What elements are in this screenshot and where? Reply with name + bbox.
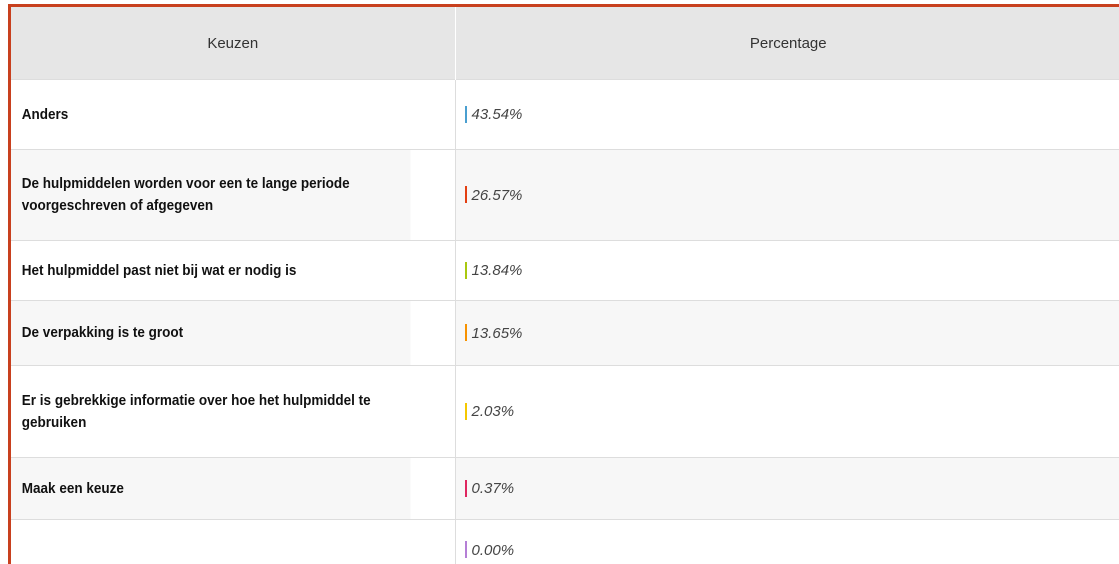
value-label: 43.54% [472, 106, 523, 123]
percentage-cell: 0.00% [455, 520, 1119, 564]
result-row: 0.00% [11, 520, 1119, 564]
choice-label: Er is gebrekkige informatie over hoe het… [11, 366, 411, 458]
choice-label: Anders [11, 80, 411, 150]
percentage-cell: 26.57% [455, 150, 1119, 241]
result-row: De verpakking is te groot 13.65% [11, 301, 1119, 366]
percentage-cell: 43.54% [455, 80, 1119, 150]
choice-label: Maak een keuze [11, 458, 411, 520]
value-label: 26.57% [472, 187, 523, 204]
column-header: Percentage [455, 7, 1119, 80]
bar [465, 480, 467, 497]
percentage-cell: 13.65% [455, 301, 1119, 366]
bar [465, 403, 467, 420]
results-table: Keuzen Percentage Anders 43.54% De hulpmid… [11, 7, 1119, 564]
percentage-cell: 0.37% [455, 458, 1119, 520]
value-label: 0.37% [472, 480, 515, 497]
bar [465, 262, 467, 279]
bar [465, 186, 467, 203]
column-header: Keuzen [11, 7, 455, 80]
results-panel: Keuzen Percentage Anders 43.54% De hulpmid… [8, 4, 1119, 564]
value-label: 13.65% [472, 325, 523, 342]
choice-label: De hulpmiddelen worden voor een te lange… [11, 150, 411, 241]
bar [465, 541, 467, 558]
result-row: Het hulpmiddel past niet bij wat er nodi… [11, 241, 1119, 301]
value-label: 13.84% [472, 262, 523, 279]
choice-label [11, 520, 411, 564]
value-label: 0.00% [472, 542, 515, 559]
value-label: 2.03% [472, 403, 515, 420]
result-row: De hulpmiddelen worden voor een te lange… [11, 150, 1119, 241]
bar [465, 106, 467, 123]
result-row: Maak een keuze 0.37% [11, 458, 1119, 520]
result-row: Anders 43.54% [11, 80, 1119, 150]
result-row: Er is gebrekkige informatie over hoe het… [11, 366, 1119, 458]
percentage-cell: 2.03% [455, 366, 1119, 458]
choice-label: De verpakking is te groot [11, 301, 411, 366]
bar [465, 324, 467, 341]
choice-label: Het hulpmiddel past niet bij wat er nodi… [11, 241, 411, 301]
percentage-cell: 13.84% [455, 241, 1119, 301]
